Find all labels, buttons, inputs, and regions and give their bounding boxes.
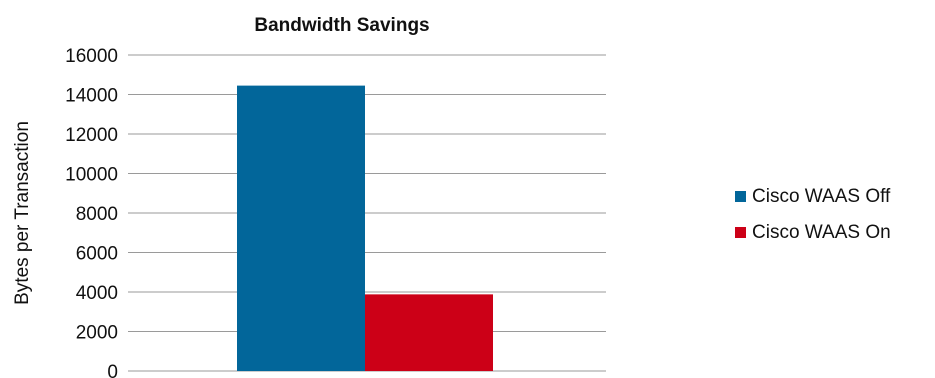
y-tick-label: 16000 — [65, 46, 118, 67]
y-axis-label: Bytes per Transaction — [12, 121, 33, 305]
legend-swatch — [735, 191, 746, 202]
legend-label: Cisco WAAS Off — [752, 186, 891, 207]
bar-cisco-waas-on — [365, 294, 493, 371]
y-tick-label: 2000 — [76, 323, 118, 344]
legend-swatch — [735, 227, 746, 238]
legend-label: Cisco WAAS On — [752, 222, 891, 243]
chart-title: Bandwidth Savings — [254, 15, 429, 36]
y-tick-label: 12000 — [65, 125, 118, 146]
gridlines — [128, 54, 606, 372]
y-tick-label: 10000 — [65, 165, 118, 186]
y-axis-ticks: 0 2000 4000 6000 8000 10000 12000 14000 16000 — [65, 46, 118, 378]
legend: Cisco WAAS Off Cisco WAAS On — [735, 186, 891, 243]
bar-cisco-waas-off — [237, 85, 365, 372]
y-tick-label: 14000 — [65, 86, 118, 107]
bars — [237, 85, 493, 372]
y-tick-label: 8000 — [76, 204, 118, 225]
y-tick-label: 0 — [107, 362, 118, 378]
y-tick-label: 6000 — [76, 244, 118, 265]
y-tick-label: 4000 — [76, 283, 118, 304]
